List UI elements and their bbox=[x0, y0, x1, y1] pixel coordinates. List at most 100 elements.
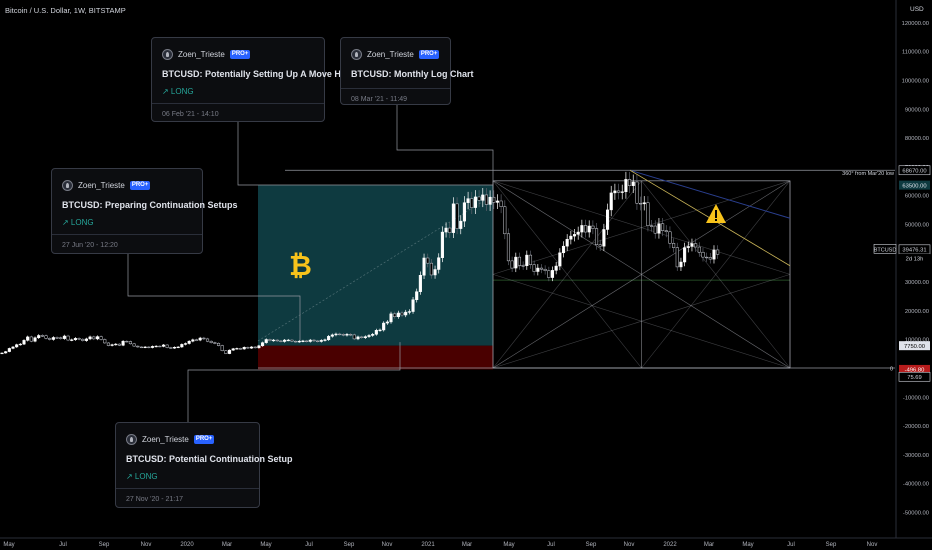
candle-body bbox=[227, 349, 232, 354]
candle-body bbox=[455, 203, 459, 229]
candle bbox=[216, 342, 221, 347]
gann-box[interactable] bbox=[492, 180, 791, 369]
candle bbox=[639, 196, 643, 211]
price-axis-tick: -10000.00 bbox=[903, 395, 929, 401]
candle-body bbox=[66, 335, 70, 341]
candle bbox=[279, 339, 283, 343]
time-axis-tick: Nov bbox=[382, 542, 393, 548]
idea-card-monthly-log-chart[interactable]: Zoen_Trieste PRO+ BTCUSD: Monthly Log Ch… bbox=[340, 37, 474, 105]
candle-body bbox=[18, 343, 22, 346]
candle bbox=[209, 340, 213, 344]
candle bbox=[576, 226, 580, 240]
candle-body bbox=[37, 335, 41, 339]
candle-body bbox=[172, 347, 177, 349]
candle-body bbox=[650, 225, 654, 227]
candle bbox=[572, 229, 577, 242]
candle-body bbox=[668, 231, 672, 244]
candle-body bbox=[484, 194, 488, 205]
candle bbox=[668, 226, 672, 249]
candle-body bbox=[286, 339, 290, 342]
candle bbox=[657, 217, 661, 239]
idea-card-preparing-continuation-setups[interactable]: Zoen_Trieste PRO+ BTCUSD: Preparing Cont… bbox=[51, 168, 238, 254]
candle bbox=[143, 346, 147, 349]
candle-body bbox=[473, 196, 477, 208]
candle-body bbox=[341, 334, 345, 336]
author-name[interactable]: Zoen_Trieste bbox=[142, 434, 189, 444]
candle bbox=[690, 238, 694, 252]
candle-body bbox=[558, 252, 562, 267]
candle-body bbox=[213, 342, 217, 344]
candle-body bbox=[330, 334, 334, 337]
idea-title[interactable]: BTCUSD: Potentially Setting Up A Move Hi… bbox=[162, 69, 363, 79]
candle-body bbox=[583, 225, 588, 233]
candle bbox=[646, 196, 650, 232]
candle bbox=[44, 334, 48, 340]
gann-fan-line bbox=[492, 180, 791, 369]
candle-body bbox=[194, 339, 199, 341]
candle-body bbox=[106, 342, 110, 346]
candle-body bbox=[664, 230, 668, 233]
candle bbox=[202, 336, 206, 341]
candle-body bbox=[147, 346, 151, 349]
cycle-annotation: 360° from Mar'20 low bbox=[842, 171, 894, 177]
candle bbox=[716, 245, 720, 259]
idea-title[interactable]: BTCUSD: Potential Continuation Setup bbox=[126, 454, 293, 464]
author-name[interactable]: Zoen_Trieste bbox=[178, 49, 225, 59]
candle bbox=[312, 338, 316, 343]
direction-long: ↗ LONG bbox=[162, 87, 194, 96]
candle bbox=[275, 338, 279, 343]
candle bbox=[77, 337, 81, 341]
author-name[interactable]: Zoen_Trieste bbox=[367, 49, 414, 59]
candle-body bbox=[77, 338, 81, 340]
idea-card-potential-continuation-setup[interactable]: Zoen_Trieste PRO+ BTCUSD: Potential Cont… bbox=[115, 422, 293, 508]
candle-body bbox=[683, 247, 687, 263]
idea-card-setting-up-move-higher[interactable]: Zoen_Trieste PRO+ BTCUSD: Potentially Se… bbox=[151, 37, 363, 122]
idea-title[interactable]: BTCUSD: Monthly Log Chart bbox=[351, 69, 474, 79]
idea-title[interactable]: BTCUSD: Preparing Continuation Setups bbox=[62, 200, 238, 210]
candle bbox=[7, 347, 11, 353]
candle bbox=[15, 343, 19, 348]
candle bbox=[139, 346, 144, 349]
candle bbox=[521, 261, 525, 270]
candle-body bbox=[514, 256, 518, 269]
candle-body bbox=[319, 340, 323, 342]
candle-body bbox=[697, 246, 701, 253]
candle-body bbox=[183, 343, 188, 345]
candle-body bbox=[672, 243, 676, 248]
candle bbox=[558, 248, 562, 271]
candle-body bbox=[272, 339, 276, 342]
candle bbox=[528, 250, 533, 269]
symbol-label: BTCUSD bbox=[874, 247, 897, 253]
candle bbox=[495, 194, 499, 210]
candle bbox=[705, 252, 709, 262]
candle-body bbox=[22, 340, 26, 345]
gann-fan-line bbox=[492, 180, 642, 369]
candle bbox=[59, 336, 63, 340]
candle bbox=[404, 309, 408, 318]
candle bbox=[536, 264, 540, 276]
price-label: -496.80 bbox=[905, 368, 925, 374]
candle-body bbox=[396, 312, 400, 317]
candle-body bbox=[327, 336, 331, 341]
candle-body bbox=[15, 344, 19, 348]
candle-body bbox=[374, 330, 378, 335]
candle bbox=[264, 338, 268, 344]
candle-body bbox=[694, 243, 698, 248]
candle bbox=[316, 339, 320, 343]
candle bbox=[213, 341, 217, 345]
candle bbox=[367, 334, 371, 338]
candle bbox=[191, 338, 195, 343]
price-axis-tick: 20000.00 bbox=[905, 309, 929, 315]
candle bbox=[470, 191, 474, 215]
author-name[interactable]: Zoen_Trieste bbox=[78, 180, 125, 190]
candle bbox=[294, 340, 298, 343]
candle-body bbox=[51, 337, 55, 340]
candle bbox=[675, 242, 679, 271]
candle-body bbox=[506, 233, 511, 262]
candle bbox=[650, 220, 654, 232]
candle-body bbox=[297, 340, 301, 343]
candle bbox=[70, 338, 74, 342]
candle-body bbox=[312, 339, 316, 342]
candle-body bbox=[29, 336, 33, 342]
